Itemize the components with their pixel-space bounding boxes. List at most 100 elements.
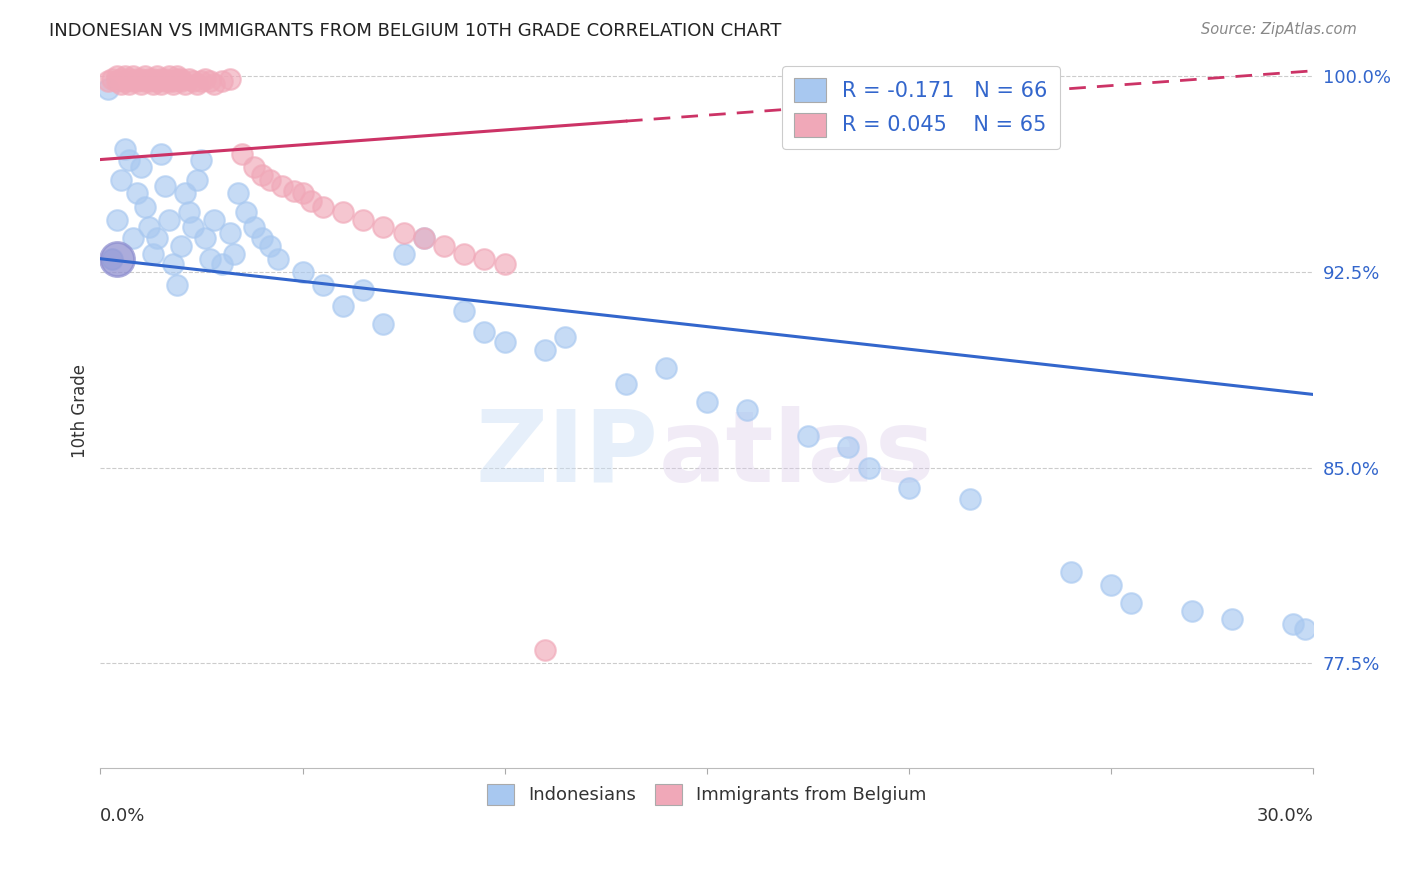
Point: [118, 153, 141, 167]
Point: [554, 330, 576, 344]
Point: [101, 252, 124, 266]
Point: [1222, 612, 1244, 626]
Point: [186, 173, 208, 187]
Point: [146, 74, 169, 88]
Point: [118, 77, 141, 91]
Point: [218, 226, 240, 240]
Point: [250, 231, 273, 245]
Text: atlas: atlas: [658, 406, 935, 503]
Point: [433, 238, 456, 252]
Point: [243, 220, 266, 235]
Point: [250, 168, 273, 182]
Point: [162, 77, 184, 91]
Point: [121, 69, 143, 83]
Point: [271, 178, 294, 193]
Point: [125, 186, 148, 201]
Point: [211, 74, 233, 88]
Point: [243, 161, 266, 175]
Point: [114, 142, 136, 156]
Point: [202, 77, 225, 91]
Point: [194, 231, 217, 245]
Point: [105, 69, 128, 83]
Point: [1099, 578, 1122, 592]
Point: [291, 265, 314, 279]
Point: [222, 246, 245, 260]
Point: [373, 220, 395, 235]
Point: [735, 403, 758, 417]
Point: [105, 252, 128, 266]
Point: [412, 231, 434, 245]
Point: [153, 74, 176, 88]
Point: [153, 178, 176, 193]
Point: [198, 74, 221, 88]
Text: ZIP: ZIP: [475, 406, 658, 503]
Point: [166, 69, 188, 83]
Point: [142, 71, 165, 86]
Point: [157, 74, 180, 88]
Point: [134, 200, 156, 214]
Point: [259, 238, 281, 252]
Point: [138, 220, 160, 235]
Point: [125, 74, 148, 88]
Point: [186, 77, 208, 91]
Point: [332, 204, 354, 219]
Legend: Indonesians, Immigrants from Belgium: Indonesians, Immigrants from Belgium: [479, 777, 934, 812]
Point: [453, 304, 475, 318]
Y-axis label: 10th Grade: 10th Grade: [72, 365, 89, 458]
Point: [226, 186, 249, 201]
Point: [121, 74, 143, 88]
Point: [157, 69, 180, 83]
Point: [1060, 565, 1083, 579]
Point: [174, 186, 197, 201]
Point: [114, 74, 136, 88]
Point: [235, 204, 257, 219]
Point: [170, 74, 193, 88]
Point: [129, 77, 152, 91]
Point: [218, 71, 240, 86]
Point: [190, 74, 212, 88]
Point: [146, 69, 169, 83]
Point: [118, 71, 141, 86]
Point: [142, 77, 165, 91]
Point: [392, 246, 415, 260]
Point: [162, 74, 184, 88]
Point: [183, 74, 205, 88]
Point: [166, 277, 188, 292]
Point: [267, 252, 290, 266]
Point: [1294, 623, 1316, 637]
Point: [1181, 604, 1204, 618]
Text: 30.0%: 30.0%: [1257, 807, 1313, 825]
Point: [157, 212, 180, 227]
Point: [110, 71, 132, 86]
Point: [129, 71, 152, 86]
Point: [453, 246, 475, 260]
Point: [259, 173, 281, 187]
Point: [162, 257, 184, 271]
Point: [183, 220, 205, 235]
Point: [1121, 596, 1143, 610]
Point: [231, 147, 253, 161]
Point: [110, 173, 132, 187]
Point: [534, 343, 557, 357]
Point: [174, 77, 197, 91]
Point: [105, 74, 128, 88]
Point: [797, 429, 820, 443]
Point: [138, 71, 160, 86]
Point: [373, 317, 395, 331]
Point: [150, 71, 173, 86]
Point: [211, 257, 233, 271]
Point: [190, 153, 212, 167]
Point: [696, 395, 718, 409]
Point: [352, 212, 374, 227]
Point: [1282, 617, 1305, 632]
Point: [134, 69, 156, 83]
Point: [959, 491, 981, 506]
Point: [110, 77, 132, 91]
Point: [897, 482, 920, 496]
Point: [392, 226, 415, 240]
Point: [412, 231, 434, 245]
Text: INDONESIAN VS IMMIGRANTS FROM BELGIUM 10TH GRADE CORRELATION CHART: INDONESIAN VS IMMIGRANTS FROM BELGIUM 10…: [49, 22, 782, 40]
Point: [312, 200, 335, 214]
Point: [474, 325, 496, 339]
Point: [150, 147, 173, 161]
